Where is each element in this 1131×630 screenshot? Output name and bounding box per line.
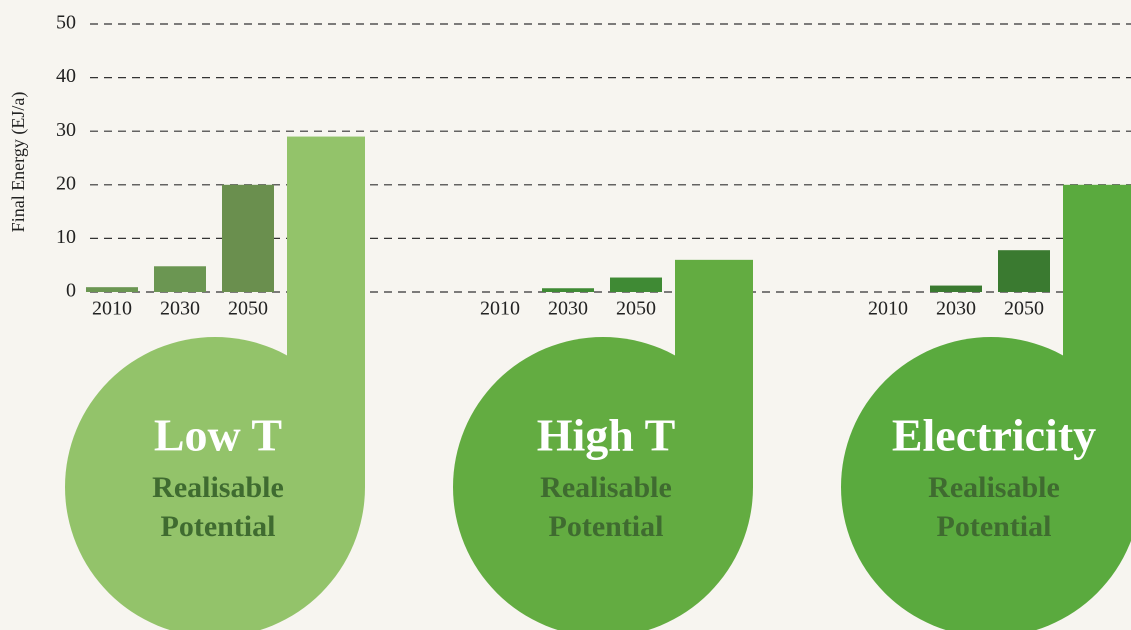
droplet [841, 337, 1131, 630]
y-tick-label: 0 [66, 280, 76, 302]
bar [154, 266, 206, 292]
group-title: High T [537, 410, 676, 461]
x-tick-label: 2030 [936, 298, 976, 320]
potential-bar [1063, 184, 1131, 488]
potential-label: Realisable [152, 471, 284, 504]
x-tick-label: 2010 [480, 298, 520, 320]
bar [930, 285, 982, 292]
group-title: Electricity [892, 410, 1096, 461]
y-tick-label: 40 [56, 65, 76, 87]
y-tick-label: 20 [56, 172, 76, 194]
x-tick-label: 2010 [92, 298, 132, 320]
potential-bar [675, 259, 753, 487]
y-tick-label: 50 [56, 12, 76, 34]
group-title: Low T [154, 410, 282, 461]
bar [610, 277, 662, 292]
y-tick-label: 30 [56, 119, 76, 141]
y-axis-label: Final Energy (EJ/a) [8, 92, 29, 233]
bar [542, 288, 594, 292]
potential-label: Realisable [540, 471, 672, 504]
potential-bar [287, 136, 365, 487]
x-tick-label: 2050 [616, 298, 656, 320]
x-tick-label: 2050 [1004, 298, 1044, 320]
potential-label: Realisable [928, 471, 1060, 504]
x-tick-label: 2030 [548, 298, 588, 320]
bar [86, 287, 138, 292]
bar [222, 184, 274, 292]
y-tick-label: 10 [56, 226, 76, 248]
potential-label: Potential [937, 510, 1052, 543]
bar [998, 250, 1050, 292]
potential-label: Potential [549, 510, 664, 543]
x-tick-label: 2050 [228, 298, 268, 320]
x-tick-label: 2030 [160, 298, 200, 320]
x-tick-label: 2010 [868, 298, 908, 320]
potential-label: Potential [161, 510, 276, 543]
